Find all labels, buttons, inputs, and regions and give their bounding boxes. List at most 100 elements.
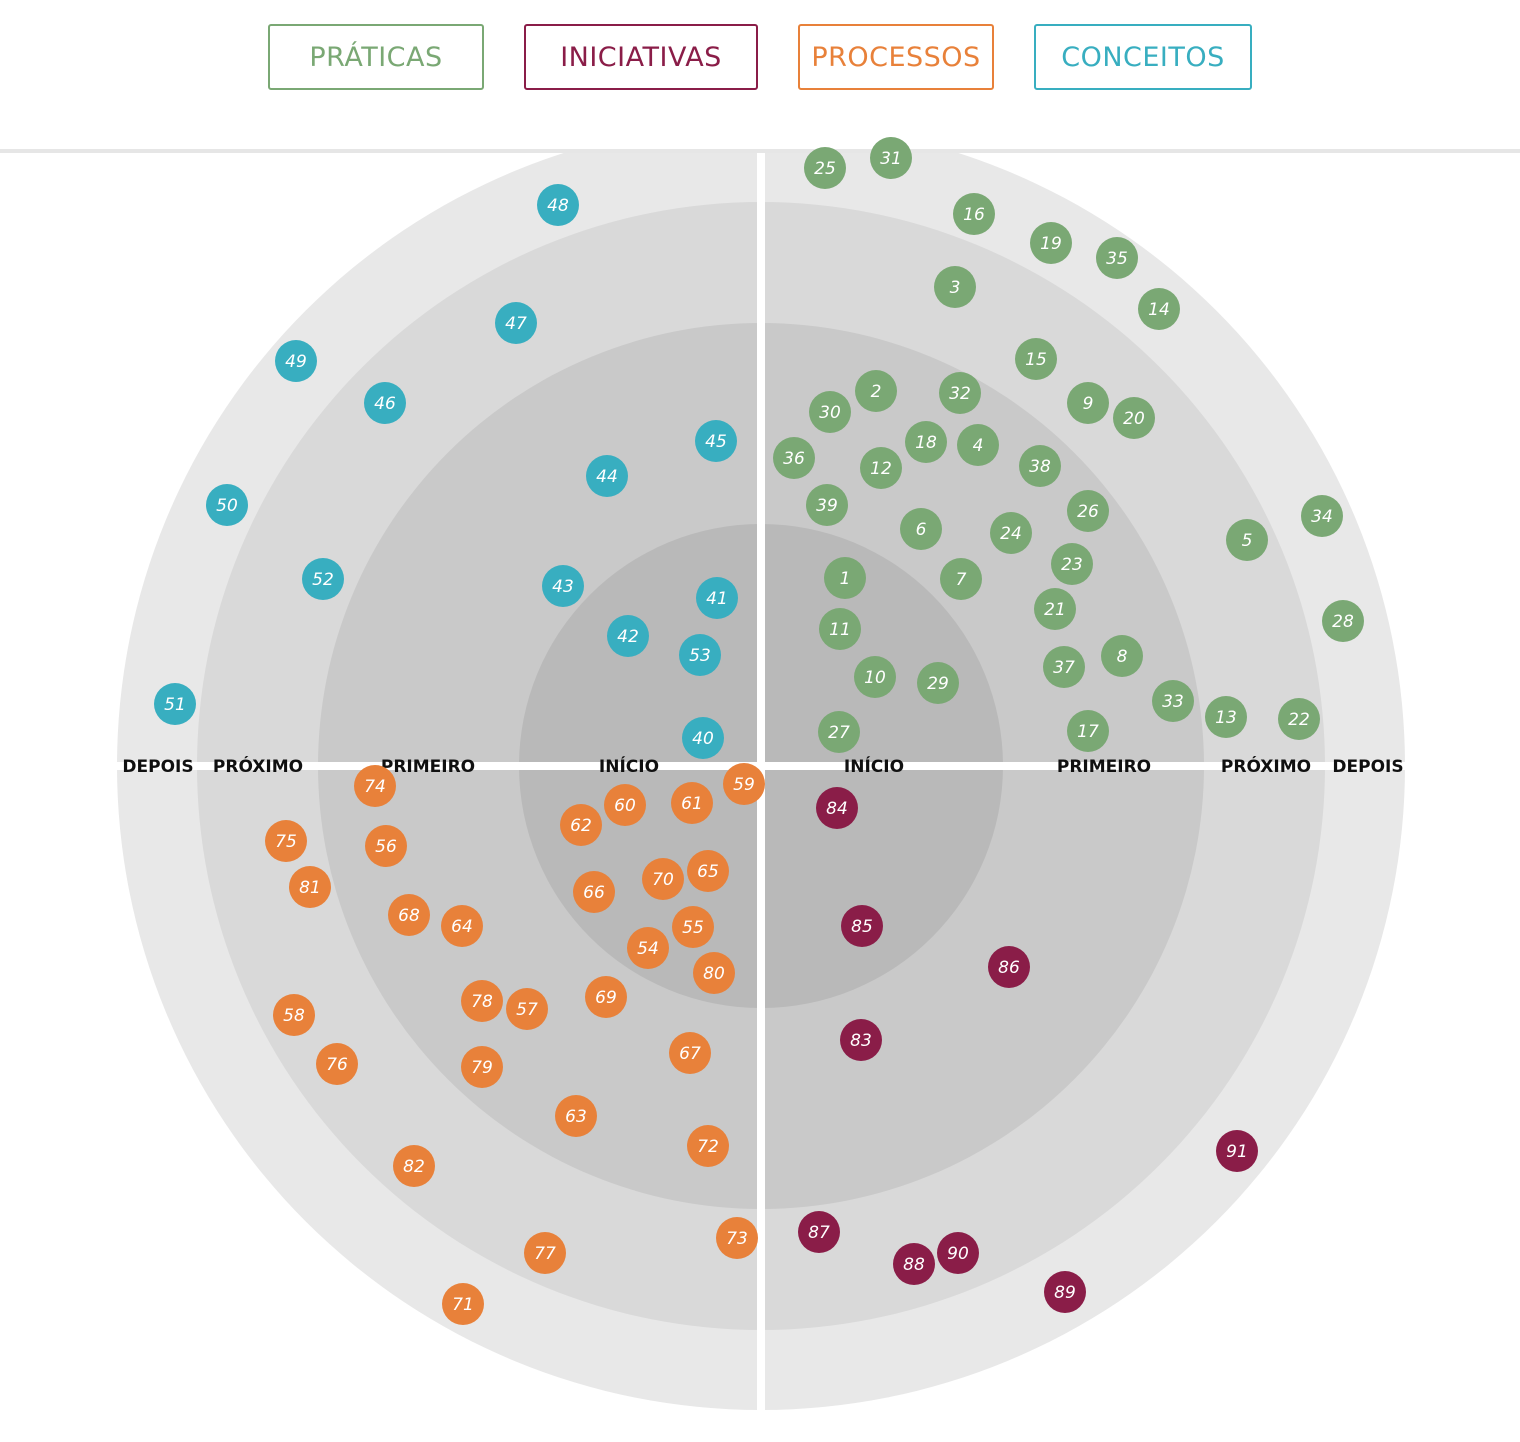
blip-24[interactable]: 24 xyxy=(990,512,1032,554)
blip-23[interactable]: 23 xyxy=(1051,543,1093,585)
blip-21[interactable]: 21 xyxy=(1034,588,1076,630)
blip-9[interactable]: 9 xyxy=(1067,382,1109,424)
blip-number: 86 xyxy=(998,958,1020,978)
blip-59[interactable]: 59 xyxy=(723,763,765,805)
blip-63[interactable]: 63 xyxy=(555,1095,597,1137)
quadrant-processos: 74 59 60 61 62 75 56 81 65 70 66 68 64 55 54 80 69 78 57 58… xyxy=(265,763,765,1325)
blip-57[interactable]: 57 xyxy=(506,988,548,1030)
blip-51[interactable]: 51 xyxy=(154,683,196,725)
blip-48[interactable]: 48 xyxy=(537,184,579,226)
blip-86[interactable]: 86 xyxy=(988,946,1030,988)
blip-4[interactable]: 4 xyxy=(957,424,999,466)
blip-19[interactable]: 19 xyxy=(1030,222,1072,264)
blip-87[interactable]: 87 xyxy=(798,1211,840,1253)
blip-32[interactable]: 32 xyxy=(939,372,981,414)
blip-90[interactable]: 90 xyxy=(937,1232,979,1274)
blip-6[interactable]: 6 xyxy=(900,508,942,550)
blip-62[interactable]: 62 xyxy=(560,804,602,846)
blip-75[interactable]: 75 xyxy=(265,820,307,862)
blip-83[interactable]: 83 xyxy=(840,1019,882,1061)
blip-68[interactable]: 68 xyxy=(388,894,430,936)
blip-42[interactable]: 42 xyxy=(607,615,649,657)
blip-58[interactable]: 58 xyxy=(273,994,315,1036)
blip-40[interactable]: 40 xyxy=(682,717,724,759)
blip-67[interactable]: 67 xyxy=(669,1032,711,1074)
blip-81[interactable]: 81 xyxy=(289,866,331,908)
blip-69[interactable]: 69 xyxy=(585,976,627,1018)
blip-54[interactable]: 54 xyxy=(627,927,669,969)
filter-conceitos-button[interactable]: CONCEITOS xyxy=(1034,24,1252,90)
blip-52[interactable]: 52 xyxy=(302,558,344,600)
blip-60[interactable]: 60 xyxy=(604,784,646,826)
blip-12[interactable]: 12 xyxy=(860,447,902,489)
blip-5[interactable]: 5 xyxy=(1226,519,1268,561)
blip-27[interactable]: 27 xyxy=(818,711,860,753)
blip-14[interactable]: 14 xyxy=(1138,288,1180,330)
blip-31[interactable]: 31 xyxy=(870,137,912,179)
blip-17[interactable]: 17 xyxy=(1067,710,1109,752)
blip-28[interactable]: 28 xyxy=(1322,600,1364,642)
blip-82[interactable]: 82 xyxy=(393,1145,435,1187)
blip-22[interactable]: 22 xyxy=(1278,698,1320,740)
blip-11[interactable]: 11 xyxy=(819,608,861,650)
blip-44[interactable]: 44 xyxy=(586,455,628,497)
blip-36[interactable]: 36 xyxy=(773,437,815,479)
blip-85[interactable]: 85 xyxy=(841,905,883,947)
blip-29[interactable]: 29 xyxy=(917,662,959,704)
blip-88[interactable]: 88 xyxy=(893,1243,935,1285)
blip-39[interactable]: 39 xyxy=(806,484,848,526)
blip-47[interactable]: 47 xyxy=(495,302,537,344)
blip-89[interactable]: 89 xyxy=(1044,1271,1086,1313)
blip-7[interactable]: 7 xyxy=(940,558,982,600)
blip-33[interactable]: 33 xyxy=(1152,680,1194,722)
blip-13[interactable]: 13 xyxy=(1205,696,1247,738)
blip-marker xyxy=(934,266,976,308)
filter-processos-button[interactable]: PROCESSOS xyxy=(798,24,994,90)
blip-50[interactable]: 50 xyxy=(206,484,248,526)
blip-61[interactable]: 61 xyxy=(671,782,713,824)
blip-55[interactable]: 55 xyxy=(672,906,714,948)
blip-41[interactable]: 41 xyxy=(696,577,738,619)
blip-37[interactable]: 37 xyxy=(1043,646,1085,688)
filter-praticas-button[interactable]: PRÁTICAS xyxy=(268,24,484,90)
blip-66[interactable]: 66 xyxy=(573,871,615,913)
blip-26[interactable]: 26 xyxy=(1067,490,1109,532)
blip-45[interactable]: 45 xyxy=(695,420,737,462)
blip-3[interactable]: 3 xyxy=(934,266,976,308)
blip-18[interactable]: 18 xyxy=(905,421,947,463)
blip-16[interactable]: 16 xyxy=(953,193,995,235)
blip-1[interactable]: 1 xyxy=(824,557,866,599)
blip-43[interactable]: 43 xyxy=(542,565,584,607)
blip-65[interactable]: 65 xyxy=(687,850,729,892)
blip-91[interactable]: 91 xyxy=(1216,1130,1258,1172)
blip-53[interactable]: 53 xyxy=(679,634,721,676)
blip-38[interactable]: 38 xyxy=(1019,445,1061,487)
blip-2[interactable]: 2 xyxy=(855,370,897,412)
blip-78[interactable]: 78 xyxy=(461,980,503,1022)
blip-15[interactable]: 15 xyxy=(1015,338,1057,380)
blip-77[interactable]: 77 xyxy=(524,1232,566,1274)
blip-76[interactable]: 76 xyxy=(316,1043,358,1085)
blip-70[interactable]: 70 xyxy=(642,858,684,900)
blip-73[interactable]: 73 xyxy=(716,1217,758,1259)
blip-10[interactable]: 10 xyxy=(854,656,896,698)
filter-iniciativas-button[interactable]: INICIATIVAS xyxy=(524,24,758,90)
blip-46[interactable]: 46 xyxy=(364,382,406,424)
blip-49[interactable]: 49 xyxy=(275,340,317,382)
blip-20[interactable]: 20 xyxy=(1113,397,1155,439)
blip-79[interactable]: 79 xyxy=(461,1046,503,1088)
blip-35[interactable]: 35 xyxy=(1096,237,1138,279)
blip-30[interactable]: 30 xyxy=(809,391,851,433)
blip-number: 24 xyxy=(1000,524,1022,544)
blip-8[interactable]: 8 xyxy=(1101,635,1143,677)
blip-34[interactable]: 34 xyxy=(1301,495,1343,537)
blip-56[interactable]: 56 xyxy=(365,825,407,867)
blip-number: 66 xyxy=(583,883,605,903)
blip-74[interactable]: 74 xyxy=(354,765,396,807)
blip-25[interactable]: 25 xyxy=(804,147,846,189)
blip-71[interactable]: 71 xyxy=(442,1283,484,1325)
blip-80[interactable]: 80 xyxy=(693,952,735,994)
blip-84[interactable]: 84 xyxy=(816,787,858,829)
blip-64[interactable]: 64 xyxy=(441,905,483,947)
blip-72[interactable]: 72 xyxy=(687,1125,729,1167)
